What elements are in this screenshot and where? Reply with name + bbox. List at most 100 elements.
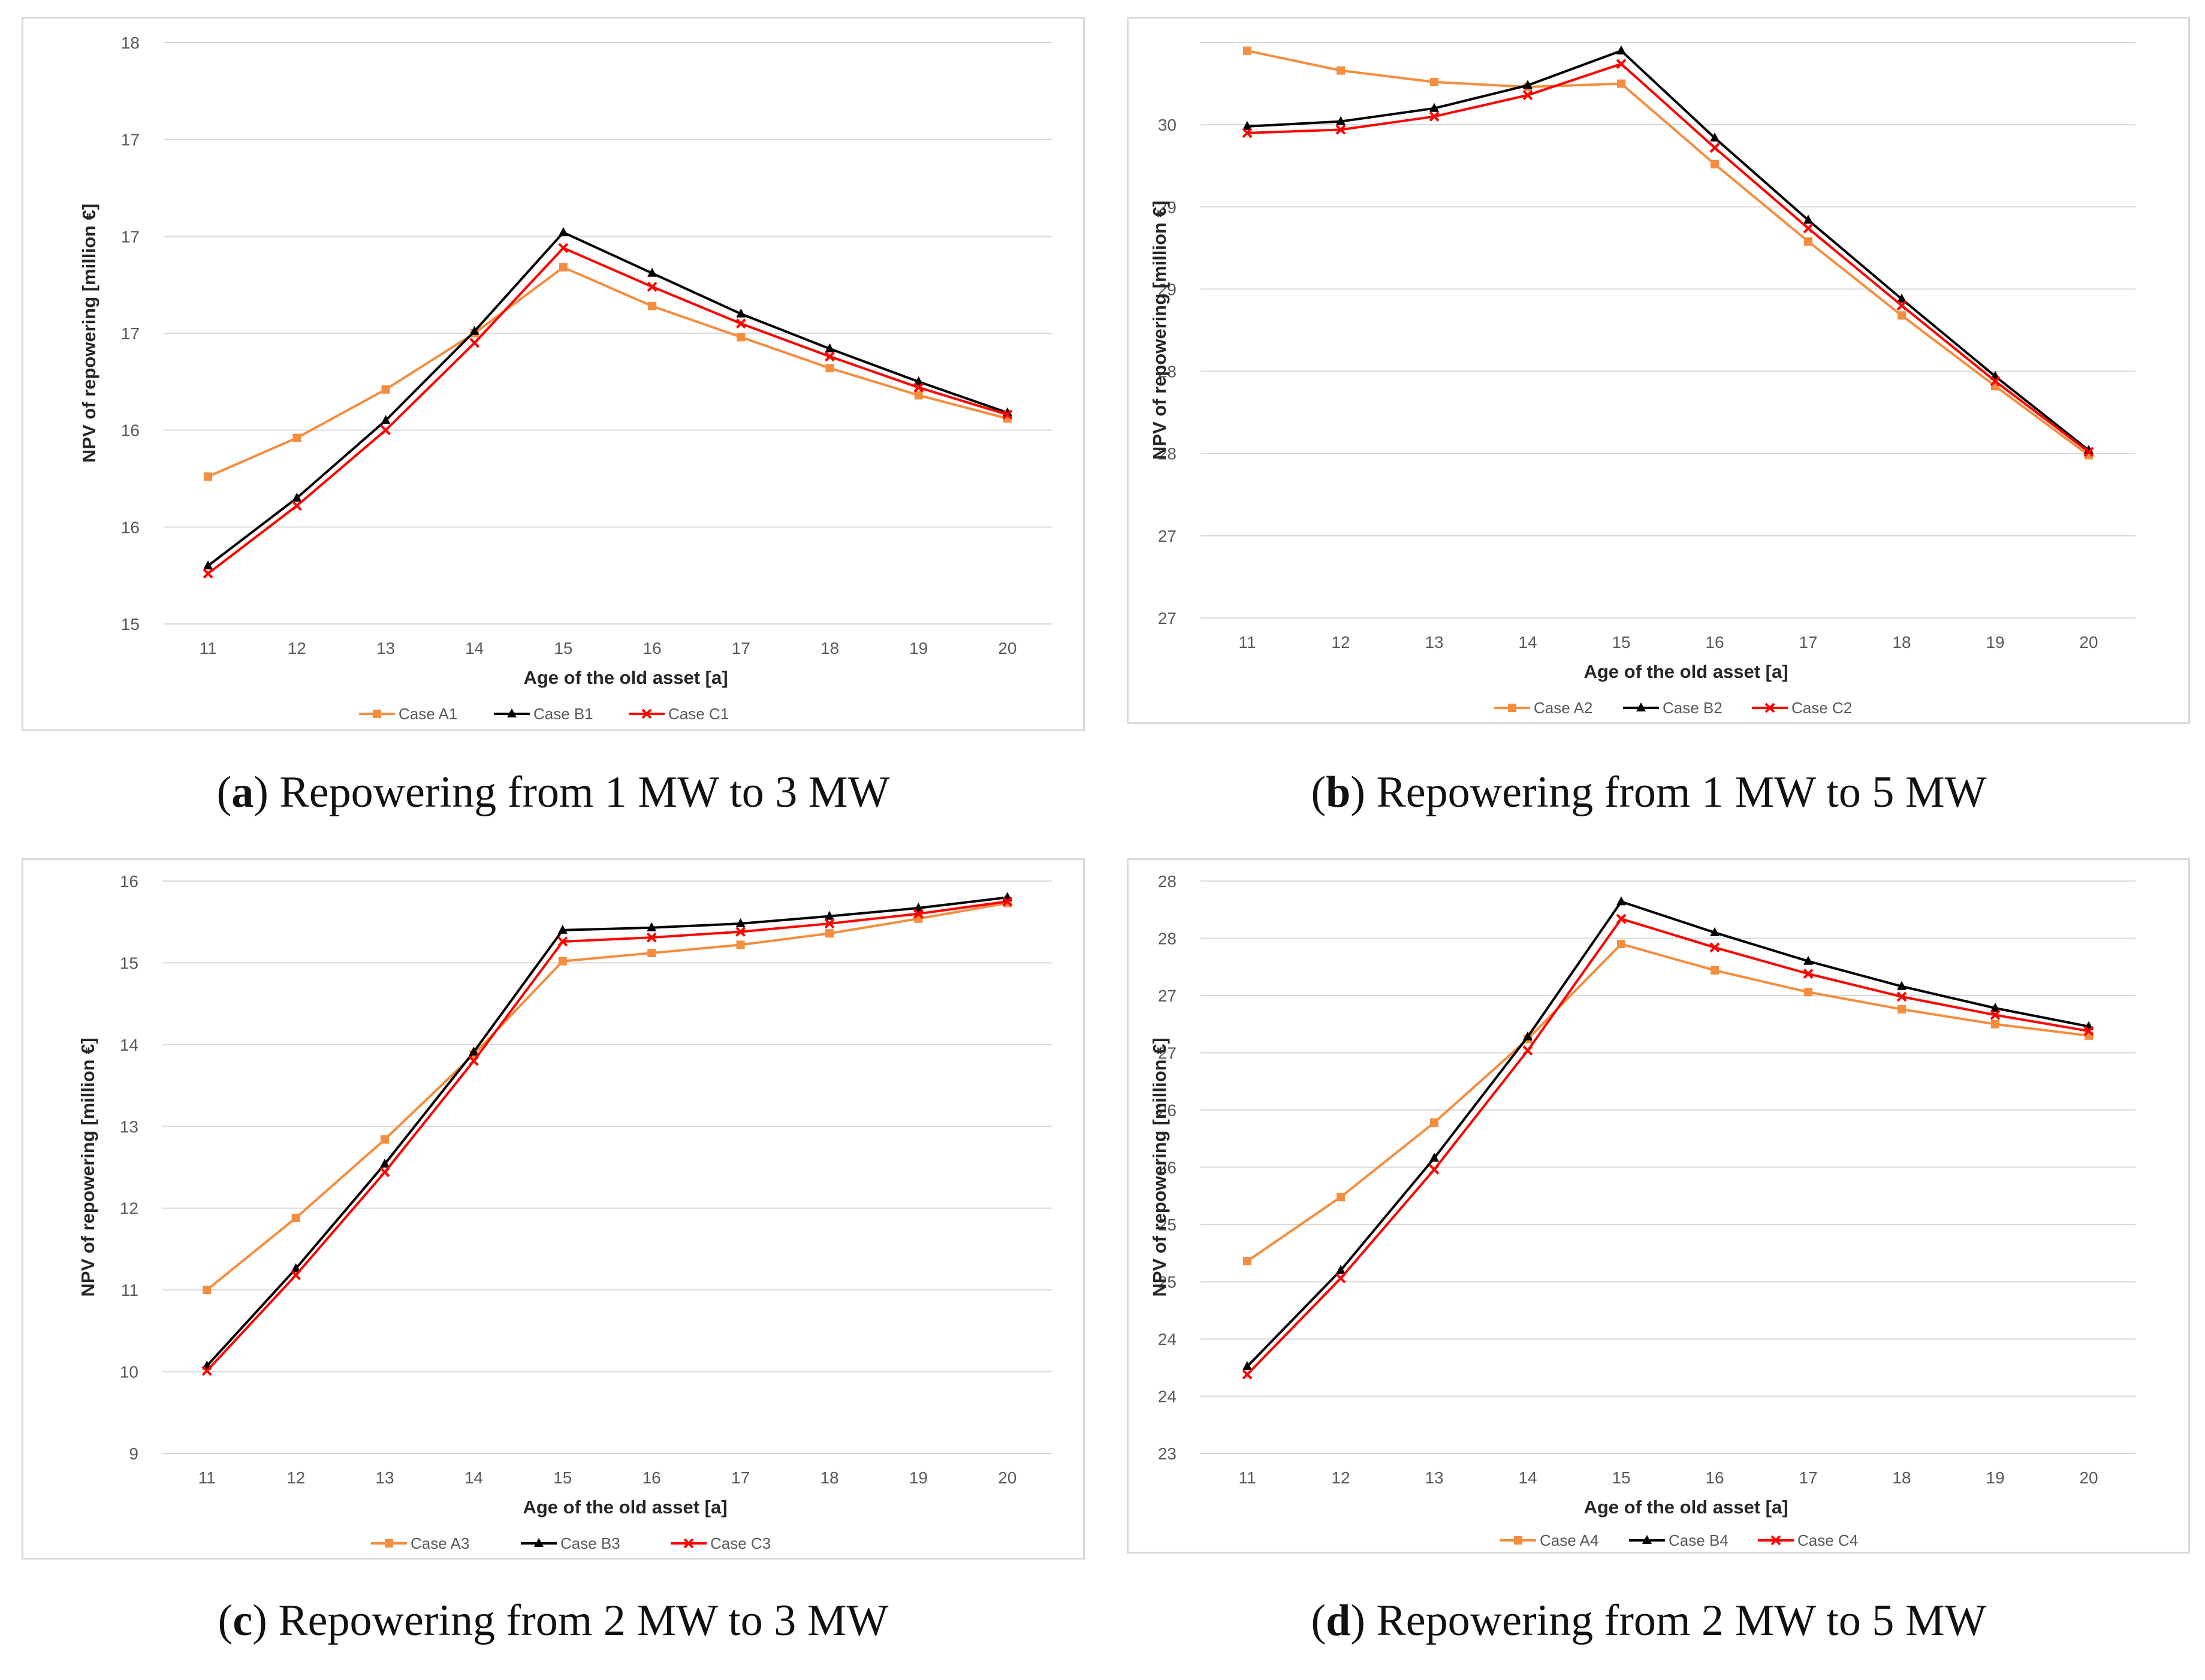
y-tick-label: 15 [120,954,138,972]
data-point [913,903,924,912]
series-line [1246,917,2089,1376]
data-point [1337,66,1345,75]
data-point [1711,966,1719,975]
legend-label: Case C2 [1791,699,1852,717]
legend-marker [534,1538,544,1547]
chart-b-legend: Case A2 Case B2 Case C2 [1494,699,1852,717]
data-point [2083,447,2094,457]
data-point [559,263,568,272]
data-point [379,1167,390,1178]
y-tick-label: 18 [121,34,140,52]
series-line [1246,942,2089,1262]
series-case-c4 [1242,913,2094,1380]
data-point [203,568,213,579]
data-point [1803,955,1813,965]
data-point [1243,46,1251,55]
chart-panel-b: 27 27 28 28 29 29 30 11 12 13 14 15 16 17 18 19 20 Age of… [1127,17,2190,724]
series-line [1247,62,2090,453]
y-tick-label: 16 [120,872,138,891]
legend-label: Case A1 [399,705,457,723]
data-point [557,924,568,934]
y-tick-label: 16 [121,421,140,440]
chart-panel-c: 9 10 11 12 13 14 15 16 11 12 13 14 15 16 17 18 19 20 Age o… [22,858,1085,1560]
y-tick-label: 28 [1158,445,1177,463]
x-tick-label: 12 [286,1468,305,1487]
y-tick-label: 27 [1158,987,1177,1005]
x-tick-label: 15 [1612,1468,1630,1487]
data-point [1896,300,1907,311]
legend-label: Case C3 [710,1534,771,1552]
series-line [206,901,1008,1291]
data-point [1803,215,1813,224]
data-point [1617,940,1625,949]
x-tick-label: 14 [1518,633,1537,652]
caption-b: (b) Repowering from 1 MW to 5 MW [1311,768,1987,817]
data-point [647,281,657,292]
series-case-c2 [1242,59,2094,457]
legend-marker [1770,1535,1781,1546]
data-point [558,227,568,236]
y-tick-label: 27 [1158,1044,1177,1063]
caption-c-text: Repowering from 2 MW to 3 MW [267,1596,889,1645]
data-point [1430,77,1438,86]
data-point [1616,913,1627,924]
x-tick-label: 17 [732,639,750,657]
y-tick-label: 13 [120,1117,138,1136]
data-point [1616,45,1626,55]
caption-c-letter: c [233,1596,253,1645]
y-tick-label: 27 [1158,609,1177,628]
data-point [1803,223,1814,234]
x-tick-label: 19 [909,1468,928,1487]
x-tick-label: 11 [200,639,217,657]
legend-marker [641,708,652,719]
data-point [1429,1164,1440,1175]
data-point [647,267,657,277]
series-line [1246,900,2089,1368]
chart-c-x-axis-label: Age of the old asset [a] [523,1497,727,1518]
caption-b-text: Repowering from 1 MW to 5 MW [1365,768,1987,817]
chart-a-legend: Case A1 Case B1 Case C1 [359,705,729,723]
x-tick-label: 13 [376,639,395,657]
series-case-c1 [203,243,1013,579]
data-point [737,333,746,342]
data-point [558,243,569,254]
data-point [2083,1026,2094,1036]
x-tick-label: 16 [643,1468,661,1487]
x-tick-label: 14 [1518,1468,1537,1487]
data-point [735,918,746,927]
data-point [1522,1045,1533,1056]
x-tick-label: 16 [643,639,662,657]
y-tick-label: 15 [121,615,140,634]
series-case-a2 [1243,46,2093,460]
legend-label: Case B1 [533,705,593,723]
data-point [647,949,656,958]
data-point [291,500,302,511]
data-point [291,1214,300,1223]
x-tick-label: 16 [1705,1468,1724,1487]
x-tick-label: 19 [1986,633,2004,652]
y-tick-label: 12 [120,1199,138,1218]
legend-label: Case A4 [1540,1531,1598,1549]
x-tick-label: 19 [1986,1468,2004,1487]
data-point [825,929,834,938]
chart-b-y-axis-label: NPV of repowering [million €] [1149,201,1170,460]
caption-a-text: Repowering from 1 MW to 3 MW [268,768,890,817]
x-tick-label: 12 [1331,633,1350,652]
chart-b-x-ticks: 11 12 13 14 15 16 17 18 19 20 [1238,633,2098,652]
chart-d-x-ticks: 11 12 13 14 15 16 17 18 19 20 [1238,1468,2098,1487]
x-tick-label: 18 [1892,633,1911,652]
data-point [1242,128,1253,138]
data-point [1430,1118,1438,1127]
x-tick-label: 16 [1705,633,1724,652]
data-point [913,376,924,385]
y-tick-label: 25 [1158,1215,1177,1234]
data-point [1336,1265,1346,1274]
x-tick-label: 20 [998,639,1016,657]
legend-label: Case C4 [1797,1531,1858,1549]
series-case-b1 [203,227,1012,569]
data-point [292,433,301,442]
data-point [1710,927,1720,936]
y-tick-label: 26 [1158,1159,1177,1177]
y-tick-label: 23 [1158,1444,1177,1463]
caption-a-letter: a [231,768,254,817]
